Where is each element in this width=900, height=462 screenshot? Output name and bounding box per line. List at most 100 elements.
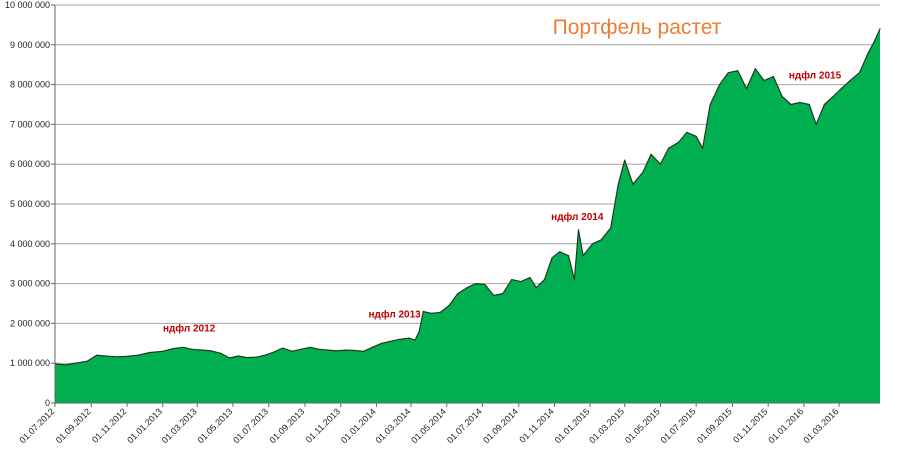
data-point [727, 72, 729, 74]
data-point [808, 103, 810, 106]
data-point [457, 293, 459, 295]
x-tick-label: 01.07.2015 [659, 406, 698, 445]
y-tick-label: 9 000 000 [10, 40, 50, 50]
x-tick-label: 01.03.2016 [801, 406, 840, 445]
y-tick-label: 4 000 000 [10, 239, 50, 249]
data-point [246, 357, 248, 359]
x-tick-label: 01.07.2014 [445, 406, 484, 445]
x-tick-label: 01.05.2014 [409, 406, 448, 445]
data-point [220, 352, 222, 354]
data-point [65, 364, 67, 366]
data-point [354, 349, 356, 352]
data-point [624, 159, 626, 161]
data-point [520, 281, 522, 283]
data-point [763, 80, 765, 82]
data-point [551, 257, 553, 259]
data-point [414, 339, 416, 341]
x-tick-label: 01.07.2012 [17, 406, 56, 445]
data-point [559, 251, 561, 253]
data-point [650, 153, 652, 155]
data-point [104, 355, 106, 357]
data-point [511, 279, 513, 281]
series-line [54, 28, 881, 366]
data-point [484, 283, 486, 285]
y-tick-label: 1 000 000 [10, 358, 50, 368]
data-point [543, 279, 546, 281]
data-point [686, 131, 688, 133]
data-point [832, 95, 834, 98]
annotation-label: ндфл 2015 [789, 70, 842, 82]
data-point [228, 357, 231, 359]
data-point [448, 304, 450, 307]
data-point [754, 68, 756, 70]
data-point [799, 101, 801, 104]
x-tick-label: 01.09.2014 [481, 406, 520, 445]
data-point [577, 229, 580, 231]
data-point [371, 346, 373, 348]
data-point [439, 311, 441, 313]
x-tick-label: 01.01.2014 [339, 406, 378, 445]
gridlines [55, 4, 880, 364]
y-tick-label: 3 000 000 [10, 279, 50, 289]
data-point [422, 310, 424, 313]
x-tick-label: 01.09.2013 [268, 406, 307, 445]
data-point [874, 40, 876, 42]
y-tick-label: 0 [45, 398, 50, 408]
x-tick-label: 01.09.2015 [695, 406, 734, 445]
x-tick-label: 01.01.2016 [766, 406, 805, 445]
data-point [291, 350, 293, 352]
data-point [237, 355, 239, 357]
data-point [345, 349, 347, 351]
x-tick-label: 01.05.2015 [623, 406, 662, 445]
data-point [408, 337, 410, 339]
data-point [617, 183, 619, 185]
x-axis-ticks: 01.07.201201.09.201201.11.201201.01.2013… [17, 403, 840, 445]
data-point [600, 239, 602, 241]
x-tick-label: 01.11.2013 [304, 406, 342, 444]
data-point [74, 362, 77, 364]
data-point [858, 72, 861, 74]
data-point [149, 351, 151, 354]
data-point [535, 287, 537, 289]
data-point [529, 277, 531, 279]
data-point [202, 349, 204, 351]
data-point [300, 348, 302, 350]
data-point [642, 171, 644, 173]
x-tick-label: 01.11.2014 [517, 406, 555, 444]
data-point [737, 70, 739, 72]
data-point [210, 350, 212, 352]
annotation-label: ндфл 2013 [368, 308, 421, 320]
annotation-label: ндфл 2012 [163, 322, 216, 334]
data-point [264, 354, 266, 356]
x-tick-label: 01.03.2013 [160, 406, 199, 445]
data-point [849, 80, 851, 82]
data-point [327, 349, 329, 351]
data-point [430, 312, 433, 314]
data-point [781, 95, 783, 98]
data-point [381, 342, 383, 344]
annotations: ндфл 2012 ндфл 2013 ндфл 2014 ндфл 2015 [163, 70, 842, 335]
data-point [745, 88, 748, 90]
data-point [86, 360, 88, 362]
data-point [502, 293, 504, 295]
x-tick-label: 01.01.2015 [553, 406, 592, 445]
annotation-label: ндфл 2014 [551, 211, 604, 223]
data-point [318, 348, 320, 350]
data-point [659, 163, 662, 165]
data-point [363, 350, 365, 352]
x-tick-label: 01.05.2013 [195, 406, 234, 445]
data-point [668, 147, 670, 149]
data-point [573, 279, 576, 281]
x-tick-label: 01.11.2012 [90, 406, 128, 444]
data-point [116, 356, 118, 358]
data-point [867, 52, 869, 54]
data-point [255, 356, 257, 358]
data-point [772, 76, 775, 78]
y-tick-label: 10 000 000 [5, 0, 50, 10]
x-tick-label: 01.09.2012 [54, 406, 93, 445]
data-point [173, 347, 175, 350]
data-point [840, 88, 843, 90]
data-point [709, 103, 711, 106]
data-point [336, 350, 338, 352]
